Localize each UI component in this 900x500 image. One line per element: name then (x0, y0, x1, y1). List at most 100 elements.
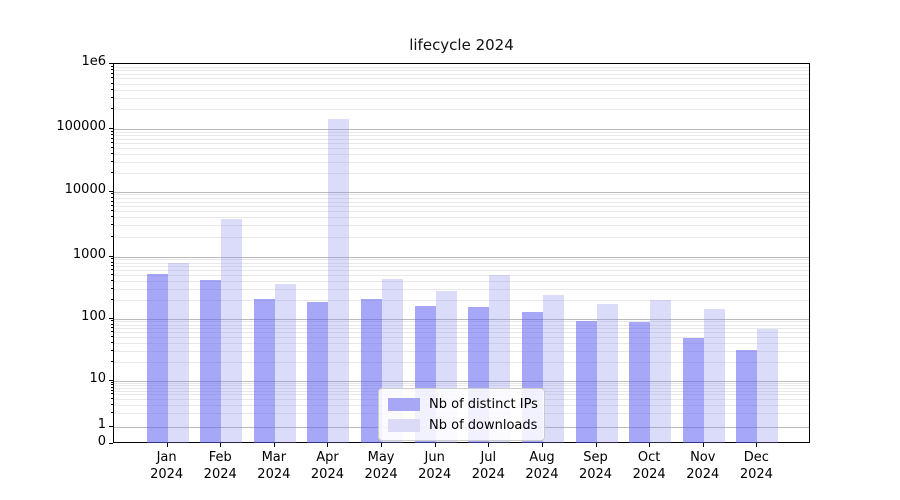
x-tick-mark (756, 443, 758, 447)
x-tick-mark (541, 443, 543, 447)
y-minor-tick-mark (111, 137, 113, 139)
y-tick-mark (109, 443, 113, 444)
y-gridline-minor (114, 142, 809, 144)
y-gridline-minor (114, 78, 809, 80)
y-gridline-minor (114, 89, 809, 91)
y-minor-tick-mark (111, 265, 113, 267)
y-gridline-minor (114, 361, 809, 363)
plot-area (113, 63, 810, 443)
y-gridline-minor (114, 337, 809, 339)
y-tick-label: 10 (89, 370, 106, 386)
y-minor-tick-mark (111, 269, 113, 271)
x-tick-label: Feb 2024 (203, 450, 237, 482)
bar-distinct-ips (307, 301, 329, 443)
y-minor-tick-mark (111, 108, 113, 110)
legend: Nb of distinct IPs Nb of downloads (378, 388, 545, 441)
y-minor-tick-mark (111, 384, 113, 385)
y-tick-label: 1000 (72, 246, 106, 262)
chart-title: lifecycle 2024 (409, 36, 514, 54)
y-minor-tick-mark (111, 88, 113, 90)
y-tick-mark (109, 255, 113, 257)
y-gridline-minor (114, 385, 809, 386)
y-gridline-minor (114, 153, 809, 155)
y-minor-tick-mark (111, 65, 113, 67)
bar-downloads (542, 295, 564, 443)
legend-item-downloads: Nb of downloads (388, 417, 538, 433)
y-tick-label: 1 (97, 417, 106, 432)
y-minor-tick-mark (111, 403, 113, 405)
y-minor-tick-mark (111, 204, 113, 206)
x-tick-label: Aug 2024 (525, 450, 559, 482)
y-gridline-minor (114, 324, 809, 326)
y-minor-tick-mark (111, 336, 113, 338)
legend-item-distinct-ips: Nb of distinct IPs (388, 396, 538, 412)
y-tick-label: 100 (81, 308, 106, 324)
y-minor-tick-mark (111, 196, 113, 198)
bar-distinct-ips (146, 274, 168, 443)
y-gridline-minor (114, 83, 809, 85)
x-tick-mark (702, 443, 704, 447)
y-minor-tick-mark (111, 152, 113, 154)
y-gridline-minor (114, 225, 809, 227)
y-gridline-minor (114, 147, 809, 149)
bar-downloads (596, 304, 618, 443)
x-tick-mark (595, 443, 597, 447)
bar-distinct-ips (575, 320, 597, 443)
x-tick-mark (434, 443, 436, 447)
x-tick-label: Oct 2024 (632, 450, 666, 482)
bar-downloads (328, 118, 350, 443)
y-tick-label: 1e6 (81, 54, 106, 69)
y-minor-tick-mark (111, 261, 113, 263)
y-gridline-minor (114, 321, 809, 323)
x-tick-mark (166, 443, 168, 447)
x-tick-label: Dec 2024 (739, 450, 773, 482)
bar-distinct-ips (736, 350, 758, 443)
bar-downloads (167, 263, 189, 443)
y-gridline-minor (114, 131, 809, 133)
x-tick-mark (220, 443, 222, 447)
y-minor-tick-mark (111, 342, 113, 344)
y-gridline-minor (114, 266, 809, 268)
y-minor-tick-mark (111, 160, 113, 162)
y-tick-mark (109, 379, 113, 381)
y-tick-mark (109, 317, 113, 319)
y-minor-tick-mark (111, 216, 113, 218)
legend-label-downloads: Nb of downloads (429, 417, 538, 433)
x-tick-label: Jun 2024 (418, 450, 452, 482)
y-tick-label: 0 (97, 434, 106, 449)
y-gridline-minor (114, 328, 809, 330)
y-gridline-minor (114, 194, 809, 196)
bar-distinct-ips (682, 338, 704, 443)
y-gridline-major (114, 256, 809, 258)
y-gridline-minor (114, 70, 809, 72)
y-gridline-minor (114, 288, 809, 290)
bar-distinct-ips (361, 298, 383, 443)
bar-distinct-ips (253, 298, 275, 443)
y-tick-mark (109, 426, 113, 427)
y-gridline-minor (114, 138, 809, 140)
y-minor-tick-mark (111, 171, 113, 173)
y-gridline-minor (114, 161, 809, 163)
y-minor-tick-mark (111, 280, 113, 282)
y-minor-tick-mark (111, 327, 113, 329)
x-tick-label: Jan 2024 (150, 450, 184, 482)
y-tick-label: 100000 (56, 119, 106, 134)
x-tick-mark (649, 443, 651, 447)
bar-downloads (274, 283, 296, 443)
y-minor-tick-mark (111, 381, 113, 383)
y-gridline-minor (114, 217, 809, 219)
y-minor-tick-mark (111, 320, 113, 322)
bar-downloads (703, 309, 725, 443)
y-gridline-minor (114, 275, 809, 277)
bar-distinct-ips (200, 280, 222, 443)
bar-downloads (221, 218, 243, 443)
y-gridline-minor (114, 74, 809, 76)
y-gridline-minor (114, 299, 809, 301)
x-tick-label: Sep 2024 (578, 450, 613, 482)
y-minor-tick-mark (111, 331, 113, 333)
y-minor-tick-mark (111, 398, 113, 399)
y-gridline-major (114, 380, 809, 382)
y-gridline-minor (114, 236, 809, 238)
y-minor-tick-mark (111, 298, 113, 300)
y-minor-tick-mark (111, 349, 113, 351)
